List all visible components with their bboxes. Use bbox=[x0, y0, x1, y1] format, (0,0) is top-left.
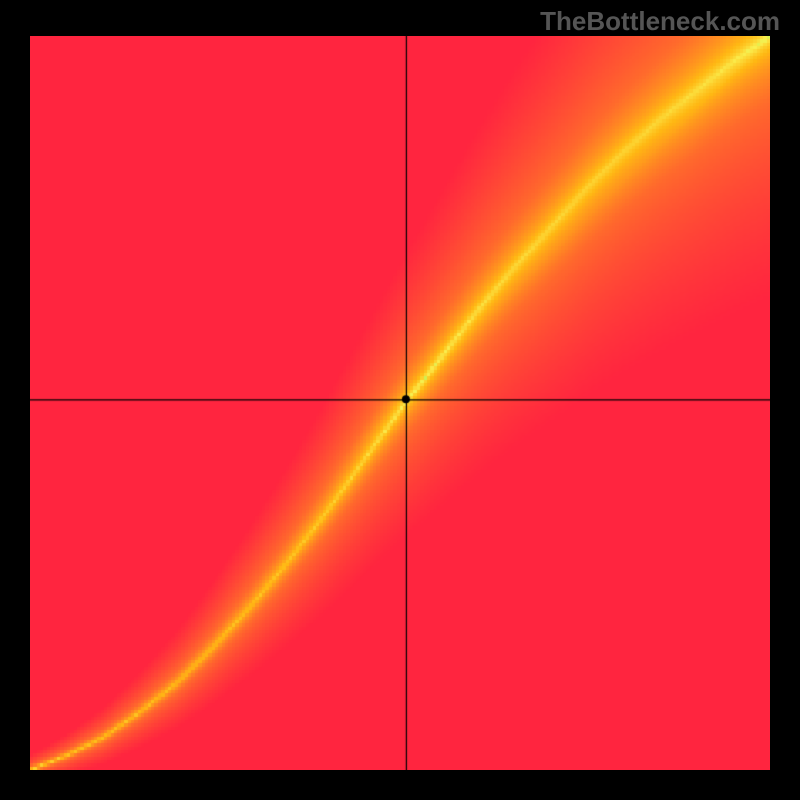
bottleneck-heatmap bbox=[30, 36, 770, 770]
watermark-text: TheBottleneck.com bbox=[540, 6, 780, 37]
